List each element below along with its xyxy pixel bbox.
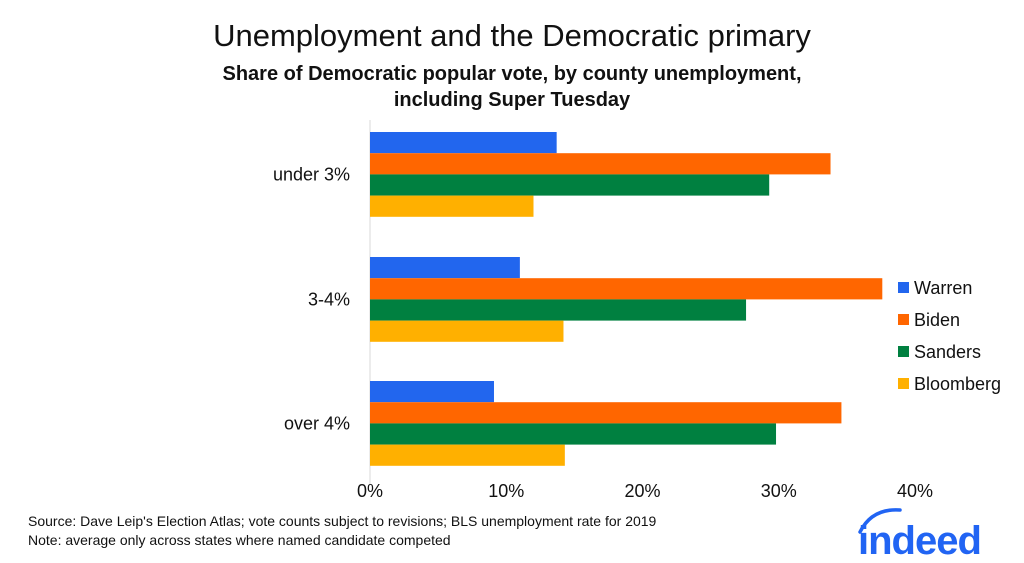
- average-note: Note: average only across states where n…: [28, 532, 451, 548]
- x-tick-label: 30%: [761, 481, 797, 501]
- category-labels: under 3% 3-4% over 4%: [273, 164, 350, 433]
- bar-sanders-0: [370, 174, 770, 196]
- category-label: 3-4%: [308, 289, 350, 309]
- x-tick-labels: 0% 10% 20% 30% 40%: [357, 481, 933, 501]
- bars: [370, 132, 883, 466]
- legend-label: Sanders: [914, 342, 981, 362]
- legend-label: Bloomberg: [914, 374, 1001, 394]
- bar-bloomberg-0: [370, 195, 534, 217]
- bar-warren-1: [370, 257, 520, 279]
- x-tick-label: 10%: [488, 481, 524, 501]
- bar-biden-2: [370, 402, 842, 424]
- legend-swatch-bloomberg: [898, 378, 909, 389]
- x-tick-label: 40%: [897, 481, 933, 501]
- bar-sanders-2: [370, 423, 777, 445]
- legend-label: Biden: [914, 310, 960, 330]
- bar-warren-2: [370, 381, 494, 403]
- chart-subtitle-line-1: Share of Democratic popular vote, by cou…: [223, 63, 802, 85]
- bar-bloomberg-2: [370, 444, 565, 466]
- bar-sanders-1: [370, 299, 747, 321]
- indeed-logo: indeed: [858, 508, 982, 563]
- category-label: under 3%: [273, 164, 350, 184]
- bar-bloomberg-1: [370, 320, 564, 342]
- svg-text:indeed: indeed: [858, 519, 981, 558]
- chart-title: Unemployment and the Democratic primary: [213, 18, 811, 53]
- bar-biden-0: [370, 153, 831, 175]
- indeed-logo-arc: [858, 508, 902, 534]
- bar-warren-0: [370, 132, 557, 154]
- x-tick-label: 0%: [357, 481, 383, 501]
- category-label: over 4%: [284, 413, 350, 433]
- chart-subtitle-line-2: including Super Tuesday: [394, 89, 631, 111]
- legend: Warren Biden Sanders Bloomberg: [898, 278, 1001, 394]
- legend-label: Warren: [914, 278, 972, 298]
- legend-swatch-warren: [898, 282, 909, 293]
- source-note: Source: Dave Leip's Election Atlas; vote…: [28, 513, 657, 529]
- legend-swatch-biden: [898, 314, 909, 325]
- x-tick-label: 20%: [624, 481, 660, 501]
- legend-swatch-sanders: [898, 346, 909, 357]
- bar-biden-1: [370, 278, 883, 300]
